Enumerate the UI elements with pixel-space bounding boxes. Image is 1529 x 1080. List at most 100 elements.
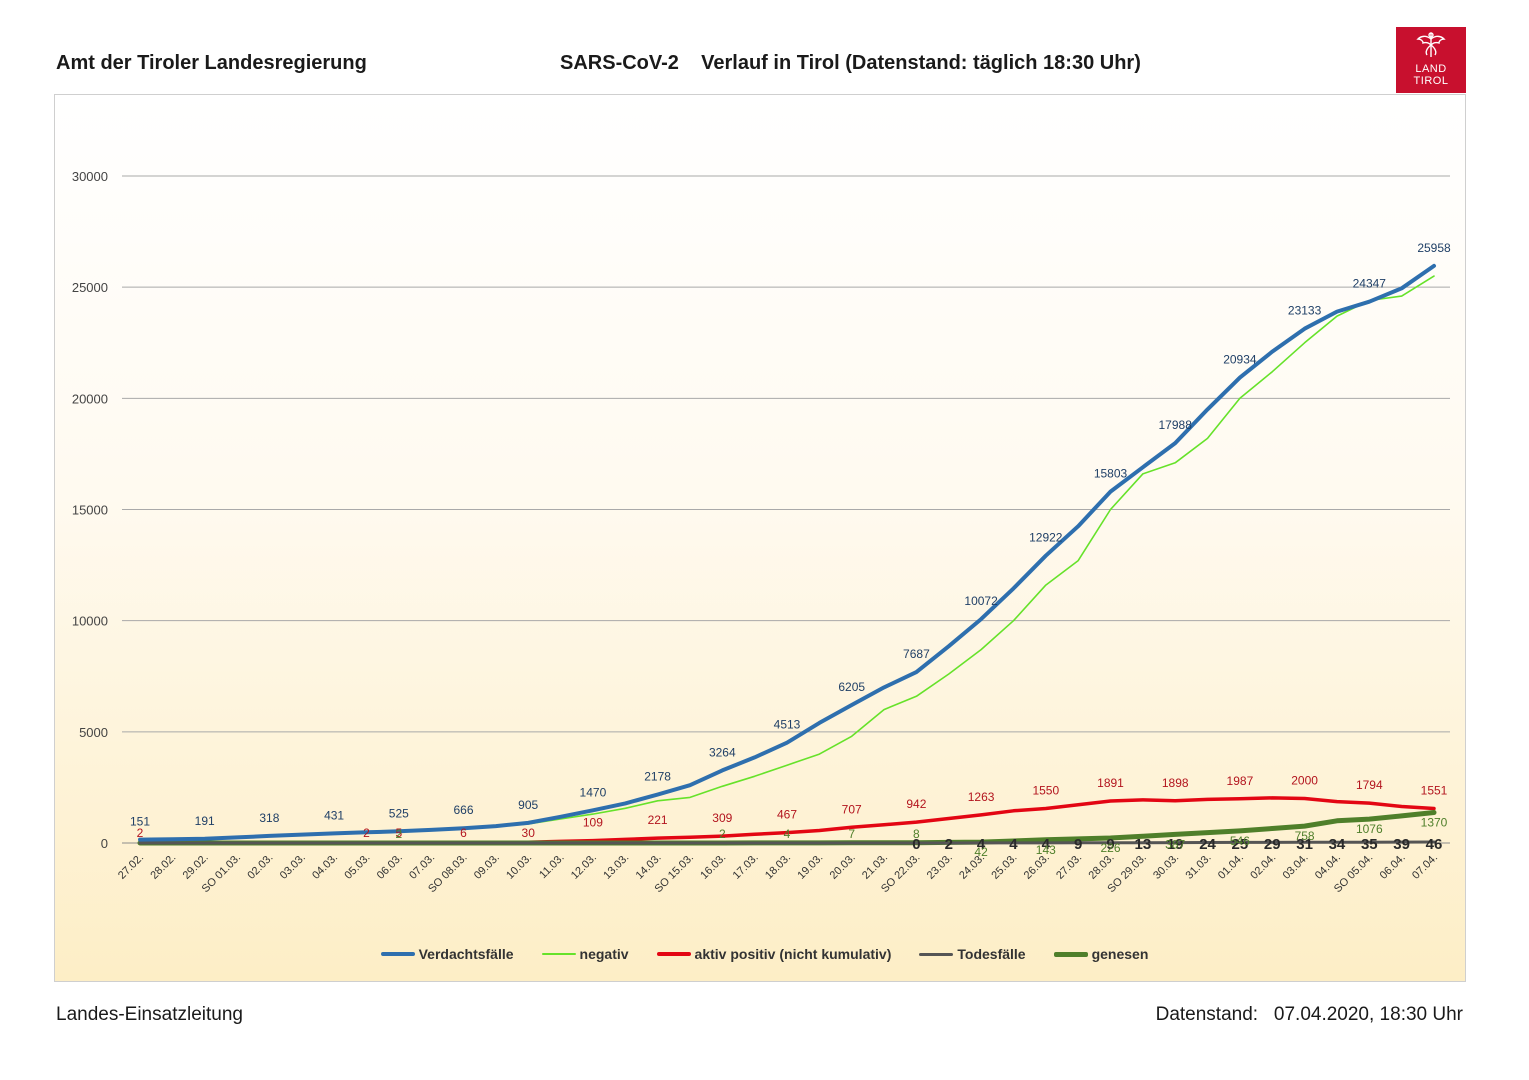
- y-tick-label: 10000: [72, 614, 108, 629]
- data-label: 15803: [1094, 467, 1128, 481]
- legend-label: Todesfälle: [957, 946, 1026, 962]
- data-label: 39: [1393, 836, 1410, 853]
- data-label: 546: [1230, 834, 1250, 848]
- x-tick-label: 06.03.: [375, 852, 405, 882]
- data-label: 2: [363, 826, 370, 840]
- data-label: 31: [1296, 836, 1313, 853]
- x-tick-label: 06.04.: [1378, 852, 1408, 882]
- x-tick-label: 27.03.: [1054, 852, 1084, 882]
- data-label: 7: [848, 827, 855, 841]
- x-tick-label: 23.03.: [925, 852, 955, 882]
- x-tick-label: 25.03.: [989, 852, 1019, 882]
- footer-datenstand: Datenstand: 07.04.2020, 18:30 Uhr: [1155, 1004, 1463, 1025]
- land-tirol-logo: LAND TIROL: [1396, 27, 1466, 93]
- x-tick-label: 20.03.: [828, 852, 858, 882]
- data-label: 42: [974, 845, 988, 859]
- data-label: 6: [460, 826, 467, 840]
- legend-label: Verdachtsfälle: [418, 946, 514, 962]
- x-tick-label: 09.03.: [472, 852, 502, 882]
- data-label: 25: [1232, 836, 1249, 853]
- data-label: 10072: [964, 594, 998, 608]
- x-tick-label: 31.03.: [1184, 852, 1214, 882]
- data-label: 1263: [968, 790, 995, 804]
- data-label: 1891: [1097, 776, 1124, 790]
- y-tick-label: 20000: [72, 391, 108, 406]
- x-tick-label: 07.04.: [1410, 852, 1440, 882]
- legend-label: aktiv positiv (nicht kumulativ): [694, 946, 892, 962]
- legend-label: genesen: [1091, 946, 1149, 962]
- data-label: 7687: [903, 647, 930, 661]
- data-label: 1794: [1356, 778, 1383, 792]
- data-label: 34: [1329, 836, 1346, 853]
- data-label: 17988: [1159, 418, 1193, 432]
- data-label: 318: [259, 811, 279, 825]
- data-label: 905: [518, 798, 538, 812]
- data-label: 1898: [1162, 776, 1189, 790]
- data-label: 13: [1135, 836, 1152, 853]
- data-label: 2000: [1291, 774, 1318, 788]
- data-label: 4: [1042, 836, 1051, 853]
- x-axis: 27.02. 28.02. 29.02.SO 01.03. 02.03. 03.03. 0…: [116, 852, 1440, 896]
- data-label: 5: [395, 826, 402, 840]
- data-label: 2: [137, 826, 144, 840]
- x-tick-label: 17.03.: [731, 852, 761, 882]
- data-label: 1370: [1421, 816, 1448, 830]
- data-label: 35: [1361, 836, 1378, 853]
- data-label: 2: [395, 827, 402, 841]
- data-label: 221: [648, 813, 668, 827]
- x-tick-label: 01.04.: [1216, 852, 1246, 882]
- data-label: 191: [195, 814, 215, 828]
- data-label: 1550: [1032, 784, 1059, 798]
- series-line-3: [138, 840, 1436, 845]
- data-label: 3264: [709, 745, 736, 759]
- x-tick-label: 10.03.: [504, 852, 534, 882]
- data-label: 30: [522, 826, 536, 840]
- header-organization: Amt der Tiroler Landesregierung: [56, 52, 367, 74]
- x-tick-label: 07.03.: [407, 852, 437, 882]
- y-tick-label: 25000: [72, 280, 108, 295]
- data-label: 2178: [644, 770, 671, 784]
- x-tick-label: 11.03.: [537, 852, 567, 882]
- x-tick-label: 21.03.: [860, 852, 890, 882]
- x-tick-label: 30.03.: [1151, 852, 1181, 882]
- legend-swatch: [919, 952, 954, 956]
- legend: Verdachtsfälle negativ aktiv positiv (nich…: [0, 946, 1529, 962]
- series-lines: [137, 263, 1437, 846]
- legend-label: negativ: [579, 946, 629, 962]
- data-label: 20934: [1223, 353, 1257, 367]
- data-label: 8: [913, 827, 920, 841]
- legend-item: Todesfälle: [919, 946, 1026, 962]
- y-axis: 0 5000 10000 15000 20000 25000 30000: [72, 169, 108, 851]
- x-tick-label: 27.02.: [116, 852, 146, 882]
- y-tick-label: 5000: [79, 725, 108, 740]
- data-label: 24347: [1353, 277, 1387, 291]
- data-label: 2: [945, 836, 953, 853]
- data-label: 19: [1167, 836, 1184, 853]
- x-tick-label: 02.03.: [245, 852, 275, 882]
- data-label: 4513: [774, 718, 801, 732]
- x-tick-label: 04.03.: [310, 852, 340, 882]
- data-label: 9: [1106, 836, 1114, 853]
- data-labels: 151 191 318 431 525 666 9051470217832644513620…: [130, 241, 1451, 859]
- x-tick-label: 28.03.: [1087, 852, 1117, 882]
- legend-item: aktiv positiv (nicht kumulativ): [656, 946, 892, 962]
- legend-swatch: [380, 952, 415, 956]
- data-label: 143: [1036, 843, 1056, 857]
- data-label: 9: [1074, 836, 1082, 853]
- data-label: 25958: [1417, 241, 1451, 255]
- series-line-0: [138, 263, 1436, 842]
- data-label: 4: [784, 827, 791, 841]
- data-label: 6205: [838, 680, 865, 694]
- data-label: 4: [977, 836, 986, 853]
- legend-swatch: [656, 952, 691, 956]
- legend-item: genesen: [1053, 946, 1149, 962]
- data-label: 666: [453, 803, 473, 817]
- x-tick-label: 12.03.: [569, 852, 599, 882]
- data-label: 46: [1426, 836, 1443, 853]
- x-tick-label: 18.03.: [763, 852, 793, 882]
- x-tick-label: 19.03.: [795, 852, 825, 882]
- x-tick-label: 14.03.: [634, 852, 664, 882]
- data-label: 707: [842, 802, 862, 816]
- data-label: 467: [777, 808, 797, 822]
- eagle-icon: [1416, 32, 1446, 57]
